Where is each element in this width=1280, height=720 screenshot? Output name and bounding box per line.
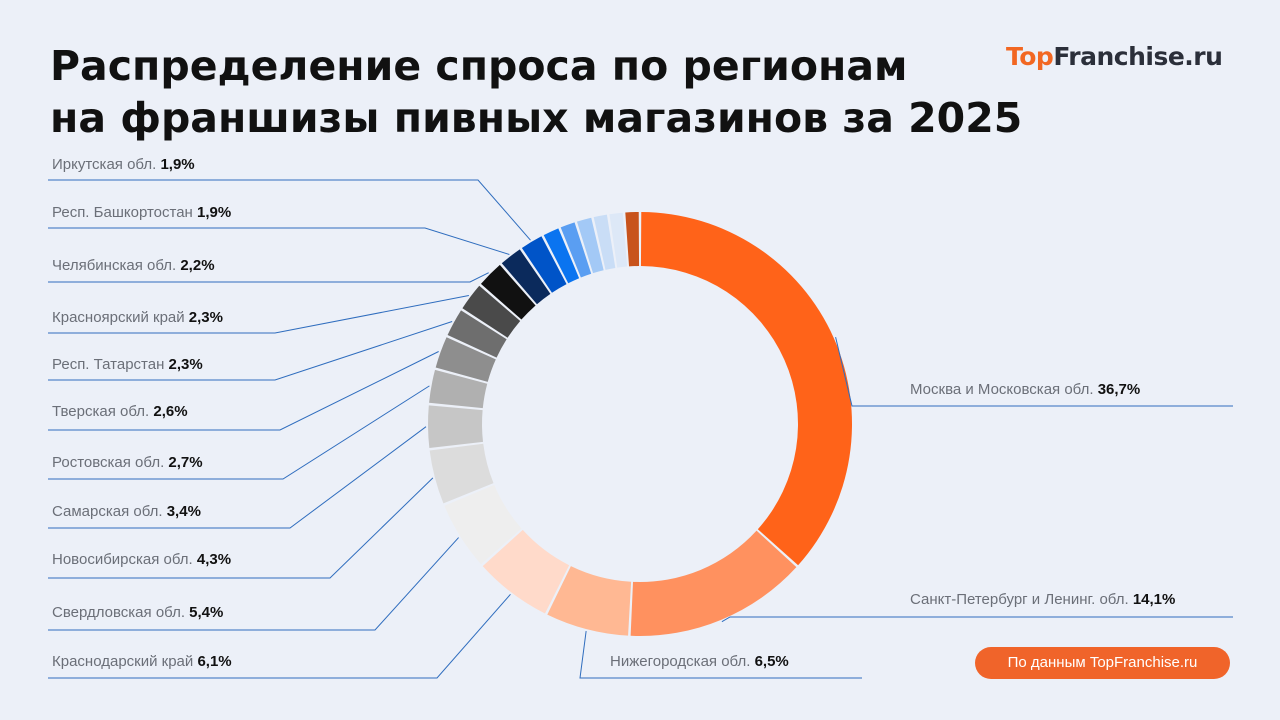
slice-label-name: Челябинская обл.: [52, 257, 181, 274]
donut-slice: [521, 236, 567, 293]
slice-label-name: Иркутская обл.: [52, 156, 161, 173]
leader-line: [48, 295, 469, 334]
donut-slice: [560, 222, 592, 278]
slice-label-name: Ростовская обл.: [52, 454, 169, 471]
slice-label: Санкт-Петербург и Ленинг. обл. 14,1%: [910, 591, 1175, 608]
logo: TopFranchise.ru: [1006, 42, 1223, 71]
slice-label-value: 2,3%: [168, 356, 203, 373]
slice-label: Нижегородская обл. 6,5%: [610, 653, 789, 670]
slice-label-value: 14,1%: [1132, 591, 1176, 608]
donut-slice: [576, 217, 604, 274]
donut-slice: [429, 443, 494, 504]
logo-part-2: Franchise.ru: [1053, 42, 1223, 71]
slice-label-name: Краснодарский край: [52, 653, 198, 670]
source-badge: По данным TopFranchise.ru: [975, 647, 1230, 679]
slice-label-name: Самарская обл.: [52, 503, 167, 520]
donut-slice: [501, 249, 551, 305]
donut-slice: [447, 310, 507, 358]
slice-label: Иркутская обл. 1,9%: [52, 156, 195, 173]
slice-label-name: Респ. Башкортостан: [52, 204, 197, 221]
donut-slice: [625, 212, 640, 267]
slice-label-value: 2,2%: [180, 257, 215, 274]
leader-line: [721, 616, 1233, 623]
leader-line: [48, 272, 489, 283]
slice-label-value: 36,7%: [1097, 381, 1141, 398]
slice-label: Ростовская обл. 2,7%: [52, 454, 203, 471]
donut-slice: [428, 405, 484, 448]
slice-label-name: Москва и Московская обл.: [910, 381, 1098, 398]
slice-label-name: Тверская обл.: [52, 403, 154, 420]
leader-line: [48, 385, 430, 480]
donut-slice: [609, 212, 628, 268]
leader-line: [48, 477, 434, 579]
leader-line: [48, 593, 511, 679]
slice-label: Челябинская обл. 2,2%: [52, 257, 215, 274]
slice-label: Красноярский край 2,3%: [52, 309, 223, 326]
slice-label: Новосибирская обл. 4,3%: [52, 551, 231, 568]
slice-label-value: 5,4%: [189, 604, 224, 621]
slice-label: Свердловская обл. 5,4%: [52, 604, 223, 621]
leader-line: [48, 537, 459, 631]
slice-label-name: Респ. Татарстан: [52, 356, 169, 373]
title-line-1: Распределение спроса по регионам: [50, 42, 908, 90]
donut-slice: [593, 214, 616, 270]
leader-line: [48, 179, 531, 241]
donut-slice: [640, 212, 853, 566]
slice-label-value: 2,7%: [168, 454, 203, 471]
page-title: Распределение спроса по регионам на фран…: [50, 40, 1022, 144]
slice-label-name: Новосибирская обл.: [52, 551, 197, 568]
donut-slice: [462, 285, 521, 338]
slice-label-name: Санкт-Петербург и Ленинг. обл.: [910, 591, 1133, 608]
donut-slice: [482, 529, 570, 614]
slice-label-value: 2,6%: [153, 403, 188, 420]
slice-label: Респ. Татарстан 2,3%: [52, 356, 203, 373]
leader-line: [48, 227, 510, 255]
donut-slice: [630, 530, 797, 636]
slice-label-value: 1,9%: [160, 156, 195, 173]
leader-line: [48, 321, 453, 381]
slice-label-value: 3,4%: [166, 503, 201, 520]
slice-label: Респ. Башкортостан 1,9%: [52, 204, 231, 221]
slice-label: Краснодарский край 6,1%: [52, 653, 232, 670]
logo-part-1: Top: [1006, 42, 1054, 71]
title-line-2: на франшизы пивных магазинов за 2025: [50, 94, 1023, 142]
donut-slice: [444, 484, 522, 565]
leader-line: [48, 351, 439, 431]
slice-label-value: 6,5%: [754, 653, 789, 670]
leader-line: [579, 631, 862, 679]
slice-label-name: Свердловская обл.: [52, 604, 190, 621]
donut-slice: [547, 566, 632, 636]
slice-label: Самарская обл. 3,4%: [52, 503, 201, 520]
slice-label-name: Нижегородская обл.: [610, 653, 755, 670]
leader-line: [835, 337, 1233, 407]
slice-label: Москва и Московская обл. 36,7%: [910, 381, 1140, 398]
slice-label-value: 1,9%: [197, 204, 232, 221]
donut-slice: [543, 228, 580, 284]
slice-label-name: Красноярский край: [52, 309, 189, 326]
leader-line: [48, 426, 427, 529]
slice-label-value: 6,1%: [197, 653, 232, 670]
slice-label-value: 4,3%: [196, 551, 232, 568]
donut-slice: [480, 264, 536, 320]
donut-slice: [429, 369, 488, 409]
donut-slice: [435, 337, 496, 382]
slice-label-value: 2,3%: [188, 309, 223, 326]
slice-label: Тверская обл. 2,6%: [52, 403, 188, 420]
